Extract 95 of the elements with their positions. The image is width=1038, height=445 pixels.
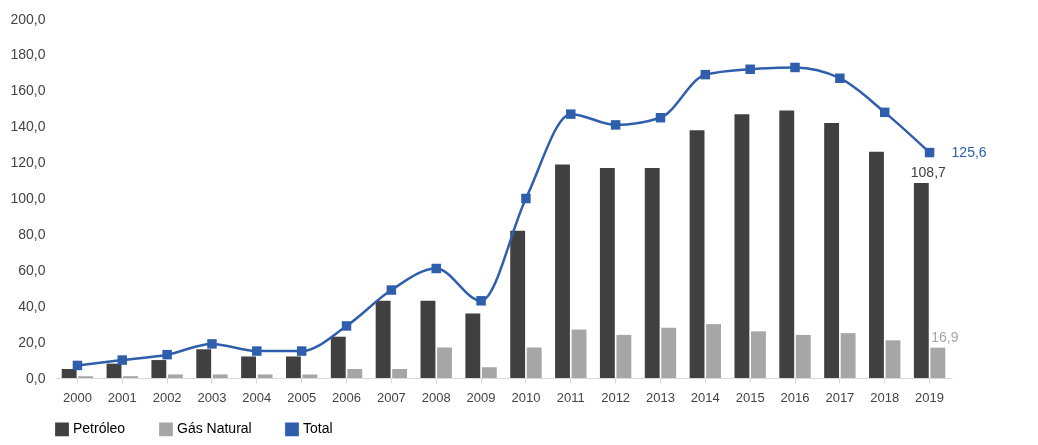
x-tick-label: 2015 <box>735 389 765 405</box>
point <box>655 112 666 123</box>
bar <box>212 374 228 378</box>
bar <box>510 230 526 378</box>
bar <box>257 374 273 378</box>
bar <box>571 329 587 378</box>
x-tick-label: 2008 <box>421 389 451 405</box>
bar <box>61 369 77 378</box>
point <box>610 120 621 130</box>
x-tick-label: 2011 <box>556 389 585 405</box>
point <box>745 64 755 74</box>
point <box>162 349 172 360</box>
y-tick-label: 100,0 <box>10 190 46 206</box>
bar <box>526 347 542 378</box>
x-tick-label: 2009 <box>466 389 496 405</box>
bar <box>302 374 318 378</box>
bar <box>437 347 452 378</box>
bar <box>330 336 346 378</box>
y-tick-label: 0,0 <box>26 369 46 386</box>
x-tick-label: 2003 <box>197 389 227 405</box>
point <box>476 296 486 306</box>
point <box>879 107 890 118</box>
y-tick-label: 160,0 <box>10 82 46 99</box>
y-tick-label: 20,0 <box>18 333 46 350</box>
point <box>431 263 441 274</box>
bar <box>869 151 884 378</box>
bar <box>196 349 212 378</box>
point <box>566 109 576 119</box>
bar <box>555 164 570 378</box>
x-tick-label: 2004 <box>242 389 272 405</box>
bar <box>481 367 497 378</box>
x-tick-label: 2010 <box>511 389 541 405</box>
bar <box>167 374 183 378</box>
y-tick-label: 140,0 <box>10 118 46 135</box>
bar <box>285 356 301 378</box>
bar <box>824 123 840 378</box>
bar <box>616 334 632 378</box>
bar <box>913 182 929 378</box>
y-tick-label: 80,0 <box>18 225 46 242</box>
point <box>341 321 352 331</box>
x-tick-label: 2005 <box>287 389 317 405</box>
bar <box>375 300 391 378</box>
y-tick-label: 120,0 <box>10 154 46 171</box>
x-tick-label: 2002 <box>152 389 182 405</box>
bar <box>599 167 615 378</box>
x-tick-label: 2001 <box>107 389 137 405</box>
data-label: 125,6 <box>951 143 987 160</box>
point <box>386 285 397 295</box>
bar <box>930 347 946 378</box>
bar <box>779 110 795 378</box>
bar <box>644 167 660 378</box>
x-tick-label: 2012 <box>601 389 631 405</box>
y-tick-label: 60,0 <box>18 261 46 278</box>
bar <box>795 334 811 378</box>
bar <box>392 369 408 378</box>
bar <box>751 331 766 378</box>
x-tick-label: 2016 <box>780 389 810 405</box>
x-tick-label: 2006 <box>332 389 361 405</box>
point <box>835 73 845 83</box>
x-tick-label: 2018 <box>870 389 900 405</box>
point <box>790 62 800 73</box>
x-tick-label: 2013 <box>646 389 675 405</box>
point <box>72 360 83 371</box>
bar <box>465 313 481 378</box>
y-tick-label: 40,0 <box>18 297 46 314</box>
x-tick-label: 2019 <box>915 389 945 405</box>
legend-label: Petróleo <box>73 420 126 437</box>
bar <box>706 324 722 378</box>
point <box>117 355 128 365</box>
data-label: 16,9 <box>931 328 959 345</box>
data-label: 108,7 <box>910 163 947 180</box>
point <box>207 339 217 349</box>
bar <box>840 333 856 378</box>
bar <box>151 360 167 378</box>
point <box>700 69 711 80</box>
bar <box>885 340 901 378</box>
bar <box>241 356 256 378</box>
point <box>296 346 307 356</box>
bar <box>689 130 705 378</box>
legend-label: Total <box>303 420 333 437</box>
y-tick-label: 200,0 <box>10 10 46 27</box>
legend-label: Gás Natural <box>177 420 252 437</box>
x-tick-label: 2014 <box>690 389 720 405</box>
bar <box>734 114 750 378</box>
point <box>521 193 531 204</box>
bar <box>420 300 436 378</box>
x-tick-label: 2007 <box>376 389 406 405</box>
y-tick-label: 180,0 <box>10 46 46 63</box>
bar <box>661 327 677 378</box>
x-tick-label: 2017 <box>825 389 855 405</box>
point <box>252 346 262 356</box>
bar <box>347 369 363 378</box>
point <box>924 147 935 158</box>
bar <box>106 363 122 378</box>
x-tick-label: 2000 <box>62 389 92 405</box>
